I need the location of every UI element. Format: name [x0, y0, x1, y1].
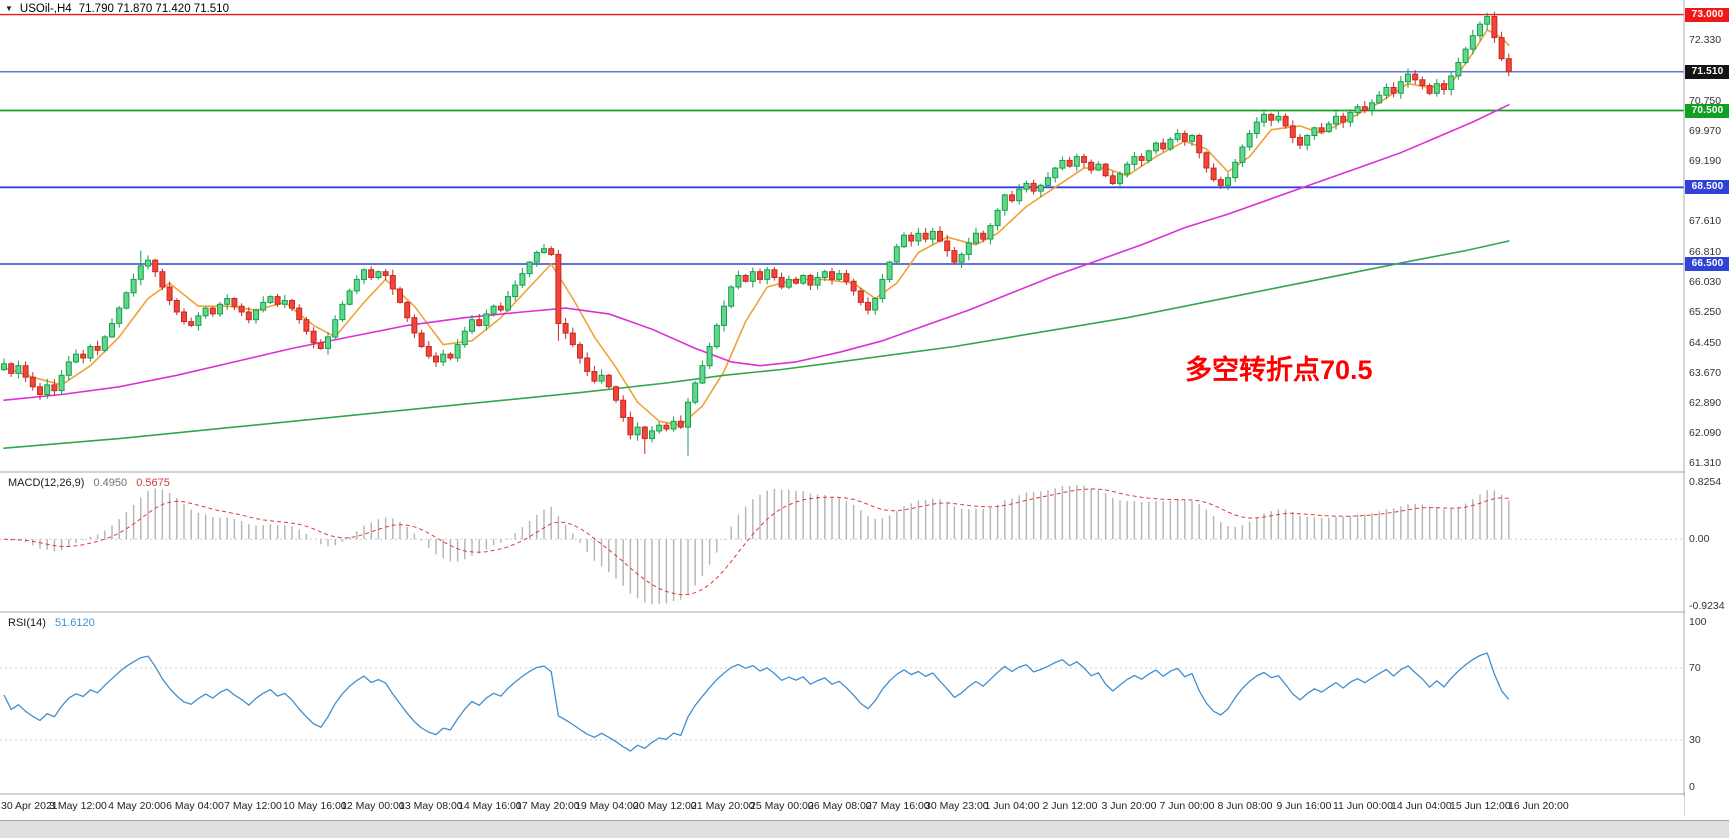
macd-histogram: [10, 485, 1510, 605]
price-axis-tick: 69.190: [1689, 155, 1722, 167]
time-axis-label: 13 May 08:00: [399, 800, 463, 812]
time-axis-label: 17 May 20:00: [516, 800, 580, 812]
macd-indicator-header: MACD(12,26,9) 0.4950 0.5675: [8, 477, 170, 489]
time-axis-label: 21 May 20:00: [691, 800, 755, 812]
window-bottom-strip: [0, 820, 1729, 838]
time-axis-label: 10 May 16:00: [283, 800, 347, 812]
time-axis-label: 12 May 00:00: [341, 800, 405, 812]
time-axis-label: 2 Jun 12:00: [1042, 800, 1098, 812]
time-axis-label: 19 May 04:00: [575, 800, 639, 812]
chart-header: ▼ USOil-,H4 71.790 71.870 71.420 71.510: [5, 3, 229, 15]
time-axis-label: 11 Jun 00:00: [1333, 800, 1393, 812]
time-axis-label: 16 Jun 20:00: [1508, 800, 1569, 812]
rsi-indicator-header: RSI(14) 51.6120: [8, 617, 95, 629]
time-axis-label: 3 May 12:00: [49, 800, 107, 812]
slow-ma-line: [3, 240, 1510, 450]
time-axis-label: 3 Jun 20:00: [1101, 800, 1157, 812]
rsi-value: 51.6120: [54, 617, 95, 629]
time-axis-label: 8 Jun 08:00: [1217, 800, 1273, 812]
rsi-axis-tick: 30: [1689, 734, 1701, 746]
time-axis-label: 14 May 16:00: [458, 800, 522, 812]
price-axis-tick: 62.090: [1689, 427, 1722, 439]
current-price-badge: 71.510: [1685, 65, 1729, 79]
ohlc-values: 71.790 71.870 71.420 71.510: [78, 3, 229, 15]
time-axis-label: 7 Jun 00:00: [1159, 800, 1215, 812]
time-axis-label: 20 May 12:00: [633, 800, 697, 812]
support-line-68-5-badge: 68.500: [1685, 180, 1729, 194]
time-axis-label: 30 May 23:00: [925, 800, 989, 812]
resistance-line-73-badge: 73.000: [1685, 8, 1729, 22]
price-annotation-text[interactable]: 多空转折点70.5: [1185, 355, 1373, 385]
time-axis-label: 7 May 12:00: [224, 800, 282, 812]
time-axis-label: 27 May 16:00: [866, 800, 930, 812]
macd-signal-line: [3, 488, 1509, 596]
price-axis-tick: 61.310: [1689, 457, 1722, 469]
time-axis-label: 25 May 00:00: [750, 800, 814, 812]
macd-axis-tick: 0.8254: [1689, 476, 1722, 488]
macd-value-signal: 0.5675: [136, 477, 170, 489]
time-axis-label: 26 May 08:00: [808, 800, 872, 812]
time-axis-label: 30 Apr 2021: [1, 800, 58, 812]
rsi-indicator-label: RSI(14): [8, 617, 46, 629]
price-axis-tick: 66.810: [1689, 246, 1722, 258]
symbol-dropdown-icon[interactable]: ▼: [5, 3, 13, 13]
price-axis-tick: 63.670: [1689, 367, 1722, 379]
price-axis-tick: 69.970: [1689, 125, 1722, 137]
support-line-66-5-badge: 66.500: [1685, 257, 1729, 271]
time-axis-label: 4 May 20:00: [108, 800, 166, 812]
time-axis-label: 1 Jun 04:00: [984, 800, 1040, 812]
macd-indicator-label: MACD(12,26,9): [8, 477, 85, 489]
rsi-axis-tick: 0: [1689, 781, 1695, 793]
time-axis[interactable]: [0, 796, 1684, 816]
macd-axis-tick: -0.9234: [1689, 600, 1725, 612]
time-axis-label: 9 Jun 16:00: [1276, 800, 1332, 812]
price-axis-tick: 66.030: [1689, 276, 1722, 288]
time-axis-label: 15 Jun 12:00: [1450, 800, 1511, 812]
rsi-axis-tick: 70: [1689, 662, 1701, 674]
time-axis-label: 6 May 04:00: [166, 800, 224, 812]
price-axis-tick: 62.890: [1689, 397, 1722, 409]
macd-axis-tick: 0.00: [1689, 533, 1710, 545]
price-axis[interactable]: [1685, 0, 1729, 816]
time-axis-label: 14 Jun 04:00: [1391, 800, 1452, 812]
macd-value-main: 0.4950: [93, 477, 128, 489]
price-axis-tick: 65.250: [1689, 306, 1722, 318]
price-axis-tick: 72.330: [1689, 34, 1722, 46]
pivot-line-70-5-badge: 70.500: [1685, 104, 1729, 118]
candlesticks: [1, 11, 1512, 456]
symbol-title: USOil-,H4: [19, 3, 72, 15]
rsi-line: [3, 652, 1510, 752]
price-axis-tick: 67.610: [1689, 215, 1722, 227]
price-axis-tick: 64.450: [1689, 337, 1722, 349]
rsi-axis-tick: 100: [1689, 616, 1707, 628]
